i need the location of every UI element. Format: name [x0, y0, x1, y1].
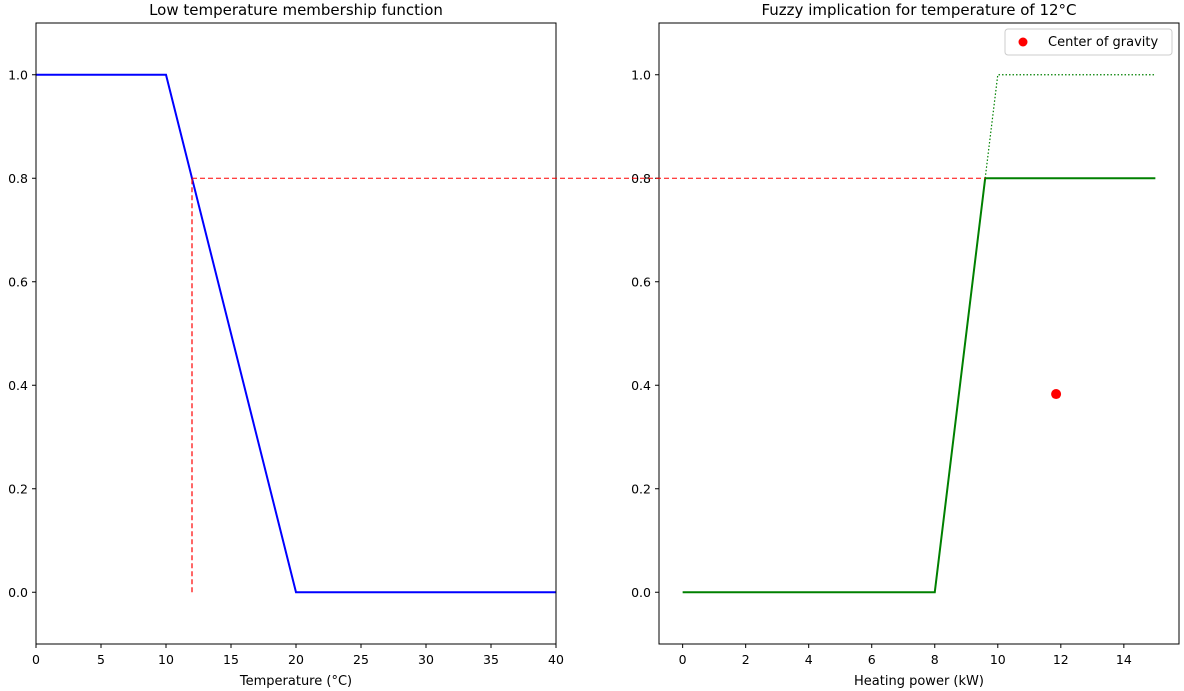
right-y-tick-label: 0.4: [631, 378, 651, 393]
left-x-tick-label: 15: [223, 652, 239, 667]
legend-marker-icon: [1018, 37, 1028, 47]
left-plot-title: Low temperature membership function: [149, 1, 443, 19]
right-x-tick-label: 6: [868, 652, 876, 667]
right-plot: Fuzzy implication for temperature of 12°…: [631, 1, 1180, 689]
left-plot-ticks: 0 5 10 15 20 25 30 35 40 0.0 0.2 0.4 0.6 0.8 1.0: [8, 67, 564, 667]
left-x-tick-label: 20: [288, 652, 304, 667]
left-x-tick-label: 0: [32, 652, 40, 667]
left-x-tick-label: 40: [548, 652, 564, 667]
right-x-tick-label: 4: [805, 652, 813, 667]
left-x-axis-label: Temperature (°C): [239, 674, 352, 689]
left-y-tick-label: 0.0: [8, 585, 28, 600]
right-y-tick-label: 0.2: [631, 481, 651, 496]
right-x-tick-label: 2: [742, 652, 750, 667]
right-y-tick-label: 0.6: [631, 274, 651, 289]
right-y-tick-label: 0.0: [631, 585, 651, 600]
left-plot: Low temperature membership function 0 5 10…: [8, 1, 564, 689]
right-y-tick-label: 1.0: [631, 67, 651, 82]
right-series-line-1: [984, 74, 1156, 179]
right-x-tick-label: 12: [1053, 652, 1069, 667]
left-x-tick-label: 25: [353, 652, 369, 667]
right-plot-curves: [682, 74, 1156, 594]
left-y-tick-label: 0.8: [8, 171, 28, 186]
left-y-tick-label: 0.2: [8, 481, 28, 496]
left-y-tick-label: 0.4: [8, 378, 28, 393]
left-plot-frame: [35, 22, 557, 645]
right-plot-title: Fuzzy implication for temperature of 12°…: [761, 1, 1076, 19]
right-x-tick-label: 8: [931, 652, 939, 667]
left-y-tick-label: 1.0: [8, 67, 28, 82]
right-plot-ticks: 0 2 4 6 8 10 12 140.00.20.40.60.81.0: [631, 67, 1132, 667]
left-x-tick-label: 5: [97, 652, 105, 667]
legend-label: Center of gravity: [1048, 35, 1159, 50]
left-x-tick-label: 30: [418, 652, 434, 667]
left-plot-curves: [36, 73, 556, 594]
right-x-tick-label: 0: [679, 652, 687, 667]
right-x-tick-label: 10: [990, 652, 1006, 667]
right-series-line-0: [682, 177, 1156, 594]
left-series-line-0: [36, 73, 556, 594]
right-x-tick-label: 14: [1116, 652, 1132, 667]
right-data-point-0: [1051, 389, 1062, 400]
legend-box: [1004, 28, 1173, 56]
legend: Center of gravity: [1004, 28, 1173, 56]
left-x-tick-label: 35: [483, 652, 499, 667]
right-plot-frame: [658, 22, 1180, 645]
left-y-tick-label: 0.6: [8, 274, 28, 289]
left-x-tick-label: 10: [158, 652, 174, 667]
right-x-axis-label: Heating power (kW): [854, 674, 984, 689]
